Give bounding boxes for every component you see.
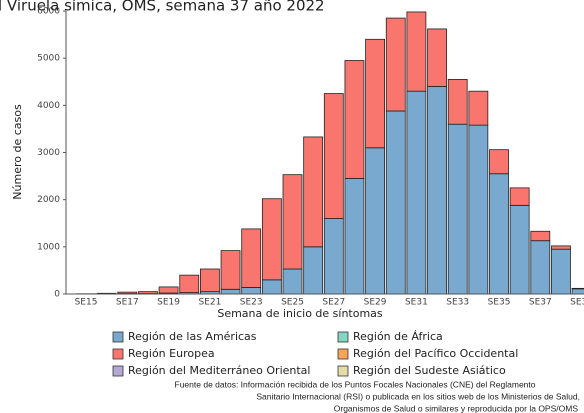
legend-label: Región del Mediterráneo Oriental — [128, 364, 310, 377]
bar-segment — [447, 78, 468, 125]
bar-segment — [344, 178, 365, 295]
y-tick-label: 4000 — [37, 101, 60, 111]
x-tick-label: SE23 — [240, 298, 263, 308]
legend-label: Región del Pacífico Occidental — [353, 347, 518, 360]
x-tick-label: SE29 — [364, 298, 387, 308]
y-tick-label: 5000 — [37, 54, 60, 64]
x-tick-label: SE17 — [116, 298, 139, 308]
y-tick-label: 2000 — [37, 195, 60, 205]
bar-segment — [571, 288, 584, 295]
bar-segment — [427, 28, 447, 87]
bar-segment — [427, 86, 447, 295]
legend-swatch — [337, 331, 349, 343]
bar-segment — [365, 147, 386, 295]
x-tick-label: SE21 — [198, 298, 221, 308]
x-tick-label: SE19 — [157, 298, 180, 308]
bar-segment — [261, 198, 282, 281]
bar-segment — [406, 90, 427, 295]
x-tick-label: SE39 — [570, 298, 584, 308]
y-tick-label: 6000 — [37, 7, 60, 17]
bar-segment — [406, 11, 427, 92]
legend-swatch — [112, 331, 124, 343]
bar-segment — [447, 123, 468, 295]
bar-segment — [468, 124, 489, 295]
bar-segment — [158, 286, 179, 294]
legend-swatch — [337, 348, 349, 360]
x-tick-label: SE31 — [405, 298, 428, 308]
bar-segment — [117, 291, 138, 294]
bar-segment — [303, 246, 324, 295]
bar-segment — [509, 187, 530, 206]
y-tick-label: 3000 — [37, 148, 60, 158]
bar-segment — [551, 248, 571, 295]
legend-swatch — [112, 365, 124, 377]
y-tick-label: 1000 — [37, 242, 60, 252]
x-tick-label: SE33 — [446, 298, 469, 308]
chart-title: l Viruela símica, OMS, semana 37 año 202… — [0, 0, 325, 15]
bar-segment — [365, 38, 386, 149]
bar-segment — [530, 230, 551, 242]
legend-label: Región Europea — [128, 347, 215, 360]
legend-swatch — [112, 348, 124, 360]
bar-segment — [323, 218, 344, 295]
bar-segment — [220, 288, 241, 295]
bar-segment — [468, 90, 489, 126]
y-axis-title: Número de casos — [11, 104, 24, 200]
bar-segment — [199, 268, 220, 293]
legend-label: Región de las Américas — [128, 330, 257, 343]
bar-segment — [220, 250, 241, 290]
bar-segment — [261, 279, 282, 295]
legend-label: Región de África — [353, 330, 443, 343]
bar-segment — [303, 136, 324, 248]
bar-segment — [241, 286, 262, 295]
bar-segment — [509, 204, 530, 295]
bar-segment — [344, 60, 365, 179]
bar-segment — [241, 228, 262, 288]
x-tick-label: SE15 — [75, 298, 98, 308]
source: Fuente de datos: Información recibida de… — [175, 379, 536, 389]
bar-segment — [323, 93, 344, 219]
bar-segment — [385, 110, 406, 295]
legend-swatch — [337, 365, 349, 377]
legend-label: Región del Sudeste Asiático — [353, 364, 506, 377]
y-tick-label: 0 — [54, 290, 60, 300]
x-tick-label: SE35 — [488, 298, 511, 308]
x-tick-label: SE37 — [529, 298, 552, 308]
x-tick-label: SE25 — [281, 298, 304, 308]
source: Sanitario Internacional (RSI) o publicad… — [256, 391, 580, 401]
bar-segment — [551, 245, 571, 250]
bar-segment — [282, 174, 303, 270]
x-tick-label: SE27 — [322, 298, 345, 308]
bar-segment — [489, 149, 509, 175]
bar-segment — [530, 240, 551, 295]
bar-segment — [385, 17, 406, 112]
source: Organismos de Salud o similares y reprod… — [334, 403, 579, 413]
bar-segment — [138, 291, 158, 294]
x-axis-title: Semana de inicio de síntomas — [217, 307, 383, 320]
bar-segment — [282, 268, 303, 295]
bar-segment — [489, 173, 509, 295]
bar-segment — [179, 274, 200, 293]
